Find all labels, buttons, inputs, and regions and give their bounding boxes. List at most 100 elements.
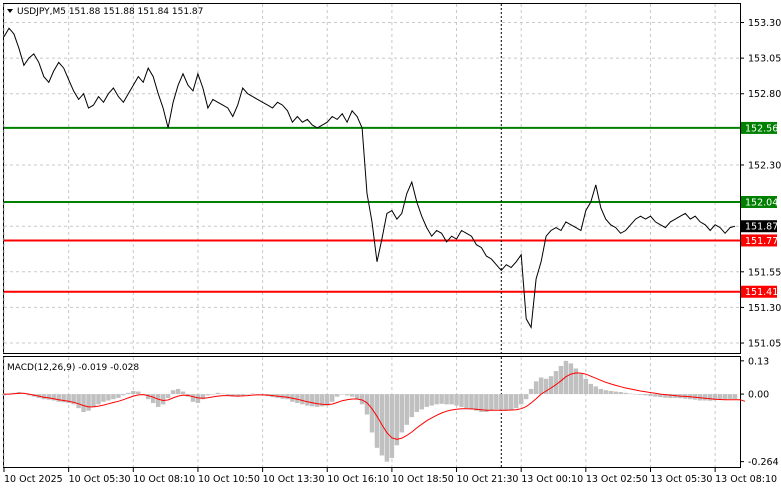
macd-histogram-bar xyxy=(320,394,325,407)
macd-histogram-bar xyxy=(56,394,61,402)
level-label: 152.56 xyxy=(745,123,778,134)
macd-histogram-bar xyxy=(210,394,216,395)
level-label-box xyxy=(741,285,777,298)
macd-histogram-bar xyxy=(285,394,290,400)
macd-histogram-bar xyxy=(116,394,121,398)
macd-histogram-bar xyxy=(310,394,315,407)
macd-histogram-bar xyxy=(205,394,211,396)
macd-histogram-bar xyxy=(131,391,136,395)
time-tick-label: 10 Oct 2025 xyxy=(4,474,63,485)
macd-histogram-bar xyxy=(479,394,484,412)
macd-tick-label: -0.264 xyxy=(748,457,779,468)
macd-histogram-bar xyxy=(51,394,56,401)
price-tick-label: 152.30 xyxy=(748,160,781,171)
macd-histogram-bar xyxy=(96,394,101,405)
macd-histogram-bar xyxy=(61,394,66,403)
macd-histogram-bar xyxy=(111,394,116,400)
macd-histogram-bar xyxy=(76,394,81,409)
macd-histogram-bar xyxy=(364,394,370,415)
macd-histogram-bar xyxy=(325,394,330,406)
price-tick-label: 153.05 xyxy=(748,54,781,65)
macd-histogram-bar xyxy=(528,388,534,395)
macd-histogram-bar xyxy=(195,394,201,404)
macd-histogram-bar xyxy=(439,394,444,404)
macd-histogram-bar xyxy=(230,394,235,397)
macd-histogram-bar xyxy=(732,394,738,399)
macd-histogram-bar xyxy=(250,393,255,395)
time-tick-label: 10 Oct 13:30 xyxy=(263,474,325,485)
macd-histogram-bar xyxy=(41,394,47,400)
macd-histogram-bar xyxy=(91,394,96,407)
macd-histogram-bar xyxy=(533,381,539,395)
macd-histogram-bar xyxy=(315,394,320,407)
macd-axis: 0.13 0.00 -0.264 xyxy=(740,356,779,468)
macd-histogram-bar xyxy=(618,392,623,395)
macd-histogram-bar xyxy=(563,360,569,395)
price-axis: 153.30 153.05 152.80 152.30 151.55 151.30 151.… xyxy=(740,18,781,350)
macd-signal-line xyxy=(4,372,746,440)
macd-histogram-bar xyxy=(295,394,300,404)
macd-tick-label: 0.00 xyxy=(748,390,769,401)
macd-histogram-bar xyxy=(424,394,429,407)
time-tick-label: 13 Oct 00:10 xyxy=(521,474,583,485)
macd-histogram-bar xyxy=(573,368,579,395)
macd-title: MACD(12,26,9) -0.019 -0.028 xyxy=(7,363,139,373)
macd-histogram-bar xyxy=(26,394,32,396)
macd-histogram-bar xyxy=(633,394,638,395)
macd-histogram-bar xyxy=(543,378,549,395)
macd-histogram-bar xyxy=(389,394,395,459)
macd-histogram-bar xyxy=(150,394,156,404)
macd-histogram-bar xyxy=(504,394,509,411)
macd-histogram-bar xyxy=(66,394,71,404)
macd-histogram-bar xyxy=(81,394,86,412)
macd-histogram-bar xyxy=(712,394,718,401)
macd-histogram-bar xyxy=(449,394,454,405)
macd-histogram-bar xyxy=(434,394,439,405)
price-tick-label: 153.30 xyxy=(748,18,781,29)
level-label-box xyxy=(741,234,777,247)
macd-histogram-bar xyxy=(349,394,355,397)
macd-histogram-bar xyxy=(225,394,231,396)
macd-histogram-bar xyxy=(394,394,400,446)
price-tick-label: 151.30 xyxy=(748,303,781,314)
macd-histogram-bar xyxy=(414,394,419,412)
macd-histogram-bar xyxy=(101,394,106,402)
macd-histogram-bar xyxy=(548,376,554,395)
macd-histogram-bar xyxy=(200,394,206,400)
macd-histogram-bar xyxy=(494,394,499,410)
time-tick-label: 10 Oct 21:30 xyxy=(457,474,519,485)
macd-histogram-bar xyxy=(588,383,594,395)
macd-histogram-bar xyxy=(220,393,226,395)
time-tick-label: 13 Oct 02:50 xyxy=(586,474,648,485)
macd-histogram-bar xyxy=(523,394,529,400)
macd-histogram-bar xyxy=(648,394,653,397)
macd-histogram-bar xyxy=(658,394,663,398)
macd-histogram-bar xyxy=(369,394,375,433)
macd-histogram-bar xyxy=(305,394,310,406)
macd-histogram-bar xyxy=(469,394,474,410)
macd-histogram-bar xyxy=(359,394,365,405)
macd-histogram-bar xyxy=(86,394,91,411)
price-line xyxy=(3,27,736,330)
macd-histogram-bar xyxy=(668,394,673,398)
macd-histogram-bar xyxy=(354,394,360,400)
level-label: 151.41 xyxy=(745,287,778,298)
macd-histogram-bar xyxy=(613,391,618,395)
macd-signal xyxy=(4,372,746,440)
macd-histogram-bar xyxy=(454,394,459,406)
macd-histogram-bar xyxy=(593,386,599,395)
time-tick-label: 10 Oct 18:50 xyxy=(392,474,454,485)
dropdown-triangle-icon[interactable] xyxy=(7,9,13,13)
time-tick-label: 10 Oct 10:50 xyxy=(198,474,260,485)
macd-histogram-bar xyxy=(638,394,643,395)
macd-histogram-bar xyxy=(702,394,708,401)
macd-histogram-bar xyxy=(136,391,141,395)
macd-histogram-bar xyxy=(444,394,449,405)
macd-histogram-bar xyxy=(384,394,390,462)
macd-histogram-bar xyxy=(155,394,161,407)
time-tick-label: 10 Oct 08:10 xyxy=(133,474,195,485)
macd-histogram-bar xyxy=(459,394,464,407)
time-tick-label: 10 Oct 05:30 xyxy=(69,474,131,485)
macd-histogram-bar xyxy=(409,394,415,418)
macd-histogram-bar xyxy=(583,378,589,395)
